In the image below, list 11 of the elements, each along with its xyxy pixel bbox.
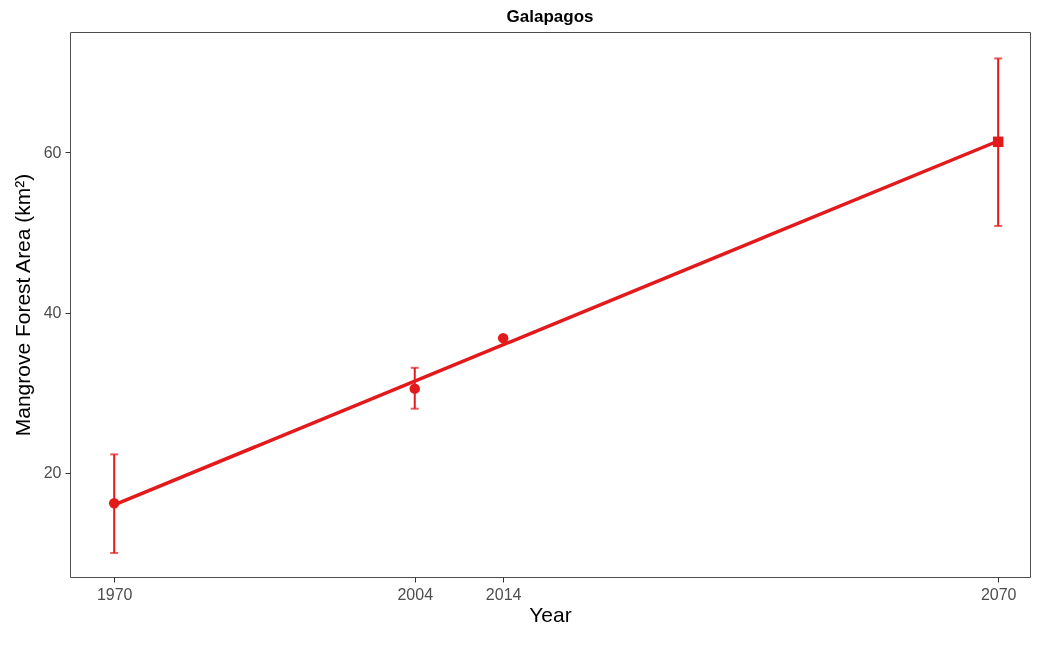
- x-tick-label: 2004: [397, 585, 434, 603]
- y-tick-label: 60: [43, 143, 62, 161]
- x-axis-title: Year: [529, 602, 572, 626]
- chart-title: Galapagos: [506, 7, 594, 26]
- x-tick-label: 2070: [980, 585, 1017, 603]
- y-tick-label: 40: [43, 304, 62, 322]
- point: [497, 332, 509, 344]
- x-tick-label: 1970: [96, 585, 133, 603]
- y-axis-title: Mangrove Forest Area (km²): [10, 173, 34, 437]
- y-tick-label: 20: [43, 464, 62, 482]
- x-tick-label: 2014: [485, 585, 522, 603]
